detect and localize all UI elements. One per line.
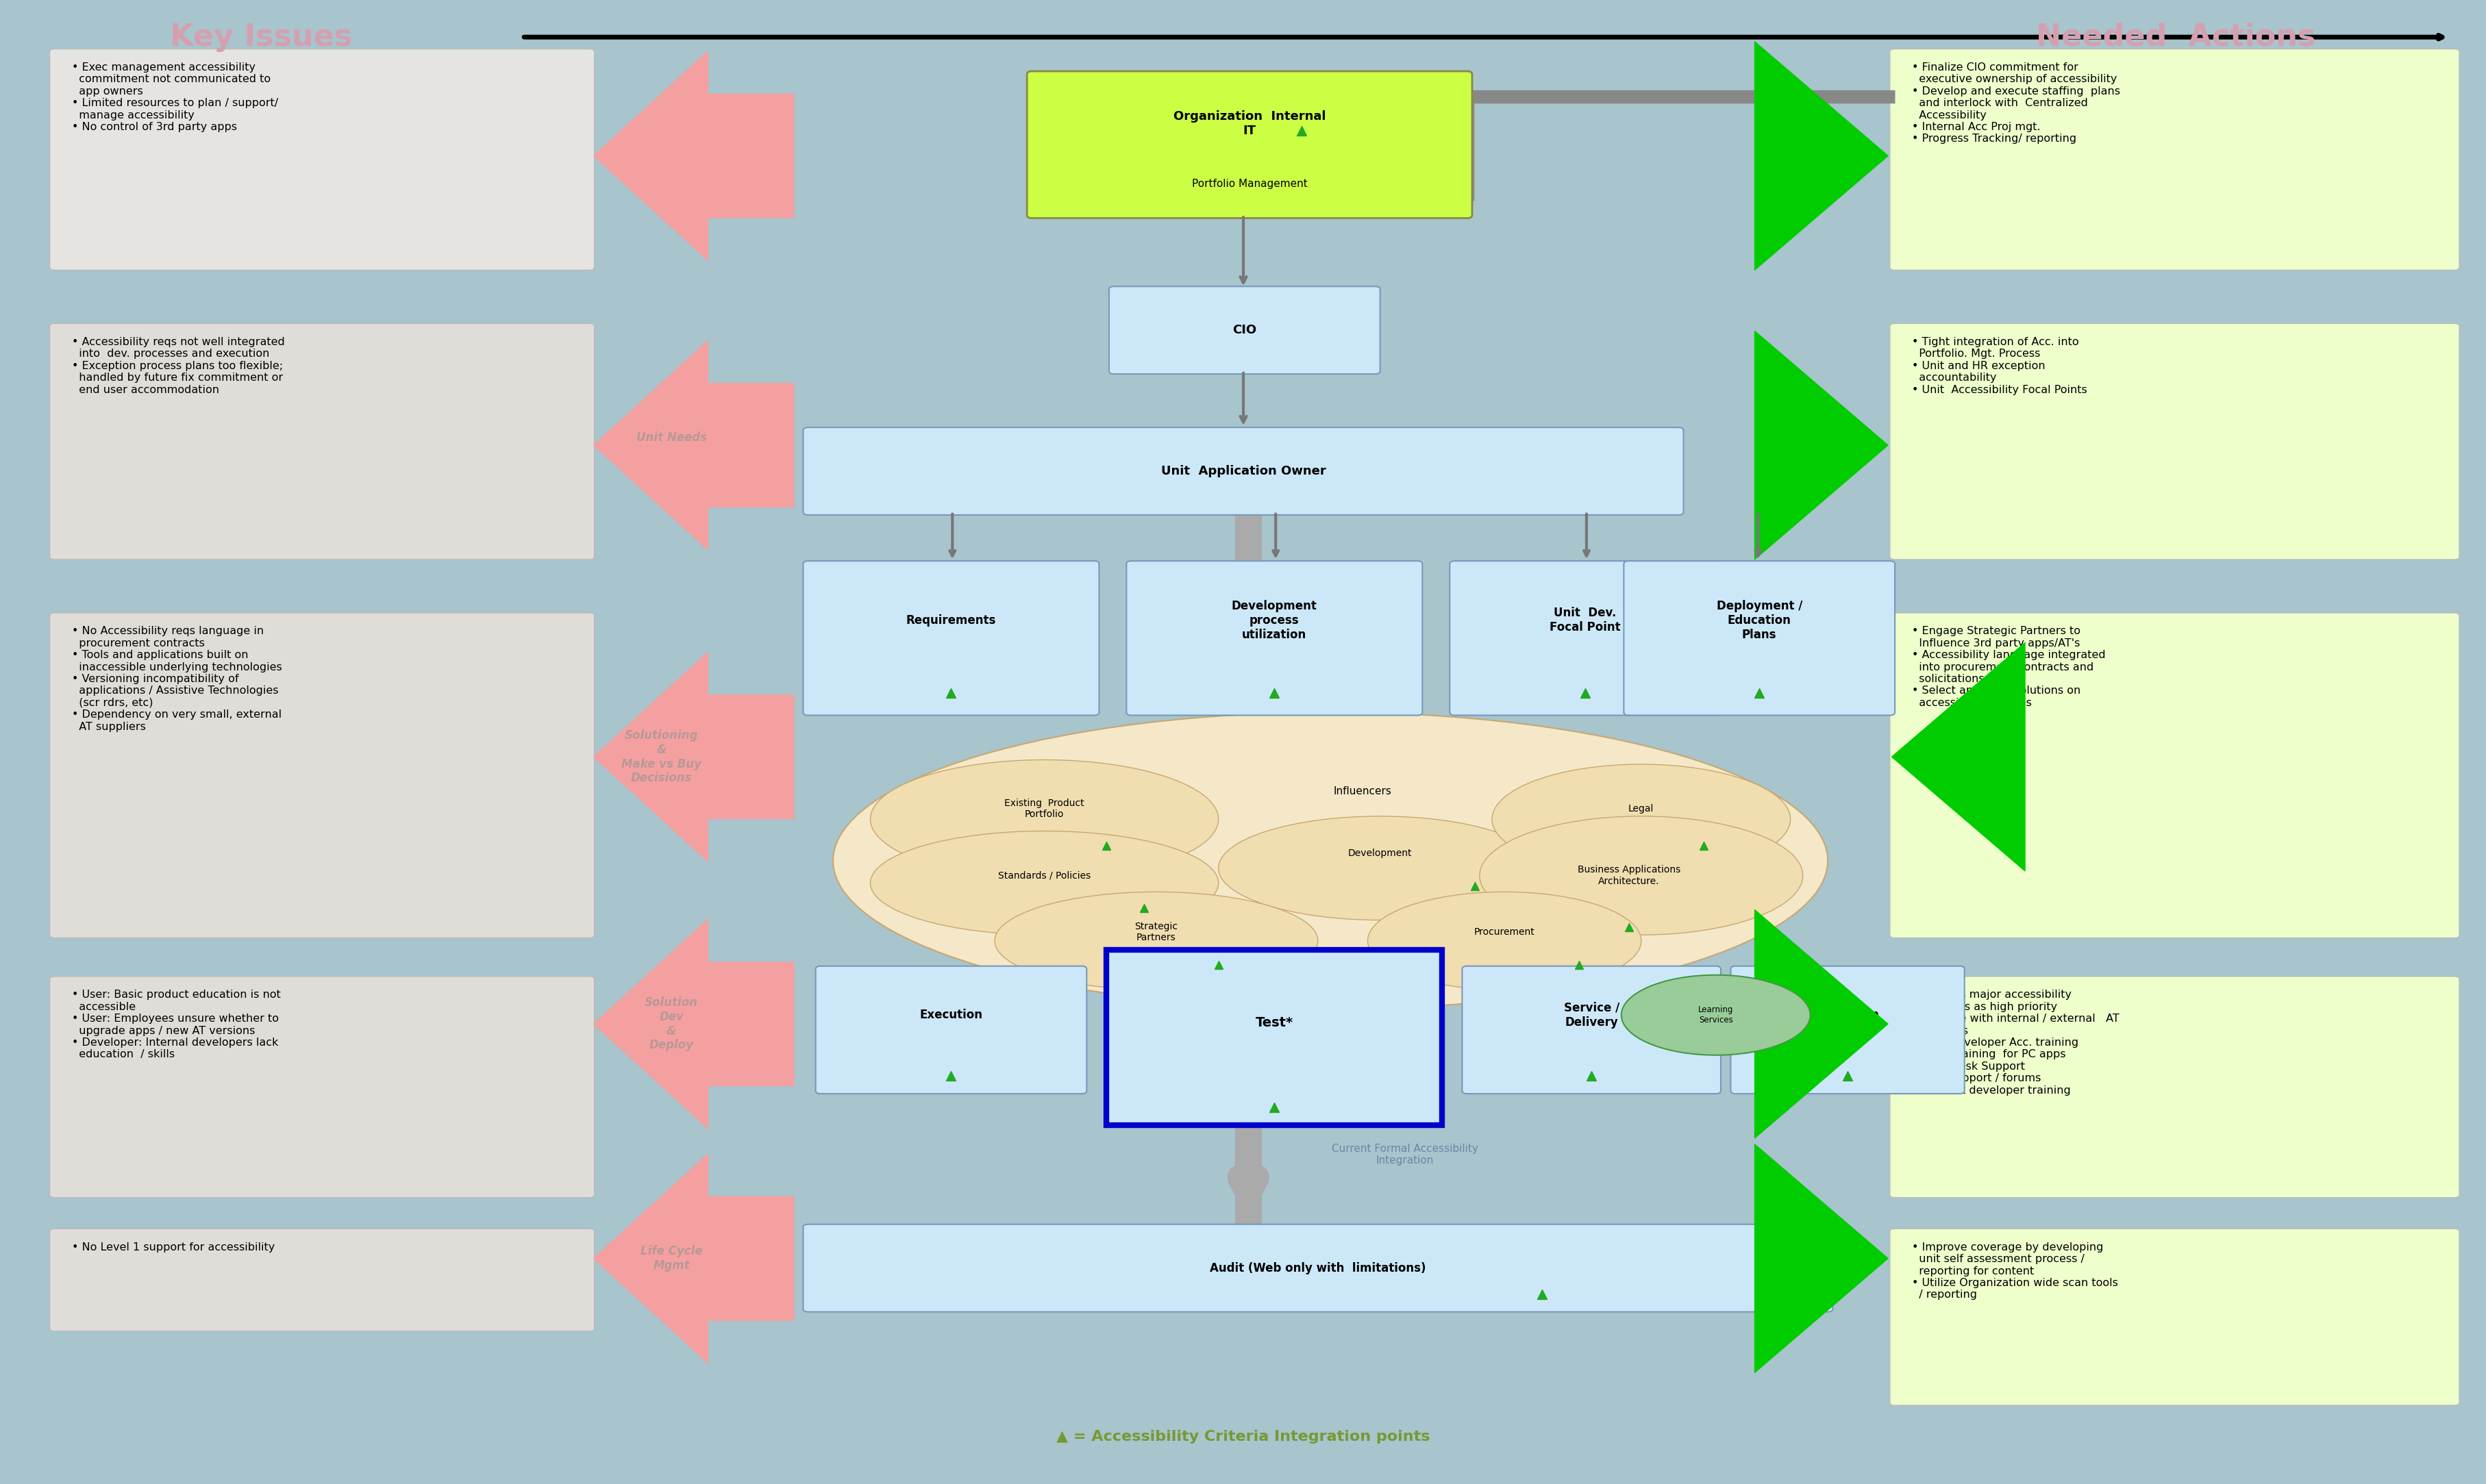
FancyBboxPatch shape <box>1730 966 1964 1094</box>
Text: Execution: Execution <box>920 1009 982 1021</box>
FancyBboxPatch shape <box>1889 324 2459 559</box>
FancyBboxPatch shape <box>1889 976 2459 1198</box>
Text: Test*: Test* <box>1255 1017 1293 1028</box>
Text: Audit (Web only with  limitations): Audit (Web only with limitations) <box>1211 1261 1424 1275</box>
FancyBboxPatch shape <box>1623 561 1894 715</box>
Text: Needed  Actions: Needed Actions <box>2036 22 2314 52</box>
Text: Deployment /
Education
Plans: Deployment / Education Plans <box>1715 600 1802 641</box>
Text: • Accessibility reqs not well integrated
  into  dev. processes and execution
• : • Accessibility reqs not well integrated… <box>72 337 286 395</box>
Ellipse shape <box>1479 816 1802 935</box>
Text: Organization  Internal
IT: Organization Internal IT <box>1173 110 1325 137</box>
FancyBboxPatch shape <box>1889 1229 2459 1405</box>
FancyBboxPatch shape <box>50 613 594 938</box>
Text: Procurement: Procurement <box>1474 928 1534 936</box>
FancyBboxPatch shape <box>50 49 594 270</box>
FancyBboxPatch shape <box>1109 286 1380 374</box>
Text: Strategic
Partners: Strategic Partners <box>1134 922 1178 942</box>
Text: Current Formal Accessibility
Integration: Current Formal Accessibility Integration <box>1332 1144 1477 1165</box>
Text: Unit  Application Owner: Unit Application Owner <box>1161 464 1325 478</box>
FancyBboxPatch shape <box>50 976 594 1198</box>
Text: • Tight integration of Acc. into
  Portfolio. Mgt. Process
• Unit and HR excepti: • Tight integration of Acc. into Portfol… <box>1912 337 2086 395</box>
Ellipse shape <box>994 892 1318 990</box>
Text: Education: Education <box>1815 1009 1879 1021</box>
Ellipse shape <box>870 831 1218 935</box>
Text: Key Issues: Key Issues <box>169 22 353 52</box>
Text: Life Cycle
Mgmt: Life Cycle Mgmt <box>641 1245 701 1272</box>
Text: Learning
Services: Learning Services <box>1698 1006 1733 1024</box>
Text: Existing  Product
Portfolio: Existing Product Portfolio <box>1004 798 1084 819</box>
Text: Unit Needs: Unit Needs <box>636 432 706 444</box>
Ellipse shape <box>1218 816 1541 920</box>
Text: • No Level 1 support for accessibility: • No Level 1 support for accessibility <box>72 1242 276 1252</box>
Text: Development: Development <box>1347 849 1412 858</box>
Text: ▲ = Accessibility Criteria Integration points: ▲ = Accessibility Criteria Integration p… <box>1057 1429 1429 1444</box>
FancyBboxPatch shape <box>50 324 594 559</box>
FancyBboxPatch shape <box>803 1224 1832 1312</box>
FancyBboxPatch shape <box>803 427 1683 515</box>
Text: Solutioning
&
Make vs Buy
Decisions: Solutioning & Make vs Buy Decisions <box>622 729 701 785</box>
Text: CIO: CIO <box>1233 324 1255 337</box>
Text: • Finalize CIO commitment for
  executive ownership of accessibility
• Develop a: • Finalize CIO commitment for executive … <box>1912 62 2121 144</box>
Text: • Engage Strategic Partners to
  Influence 3rd party apps/AT's
• Accessibility l: • Engage Strategic Partners to Influence… <box>1912 626 2106 708</box>
Text: Development
process
utilization: Development process utilization <box>1231 600 1318 641</box>
Ellipse shape <box>870 760 1218 879</box>
Ellipse shape <box>833 712 1827 1009</box>
Text: Influencers: Influencers <box>1332 787 1392 795</box>
Ellipse shape <box>1492 764 1790 874</box>
Text: Standards / Policies: Standards / Policies <box>997 871 1091 880</box>
FancyBboxPatch shape <box>803 561 1099 715</box>
Text: Requirements: Requirements <box>905 614 997 626</box>
FancyBboxPatch shape <box>1126 561 1422 715</box>
Ellipse shape <box>1367 892 1641 990</box>
FancyBboxPatch shape <box>1027 71 1472 218</box>
Text: • Exec management accessibility
  commitment not communicated to
  app owners
• : • Exec management accessibility commitme… <box>72 62 278 132</box>
Text: • User: Basic product education is not
  accessible
• User: Employees unsure whe: • User: Basic product education is not a… <box>72 990 281 1060</box>
FancyBboxPatch shape <box>1462 966 1720 1094</box>
Text: Legal: Legal <box>1628 804 1653 813</box>
FancyBboxPatch shape <box>815 966 1086 1094</box>
FancyBboxPatch shape <box>1889 613 2459 938</box>
FancyBboxPatch shape <box>50 1229 594 1331</box>
Text: Unit  Dev.
Focal Point: Unit Dev. Focal Point <box>1549 607 1621 634</box>
Text: • Address major accessibility
  problems as high priority
• Validate with intern: • Address major accessibility problems a… <box>1912 990 2118 1095</box>
Text: • Improve coverage by developing
  unit self assessment process /
  reporting fo: • Improve coverage by developing unit se… <box>1912 1242 2118 1300</box>
Text: Solution
Dev
&
Deploy: Solution Dev & Deploy <box>644 996 699 1052</box>
FancyBboxPatch shape <box>1889 49 2459 270</box>
FancyBboxPatch shape <box>1449 561 1720 715</box>
Ellipse shape <box>1621 975 1810 1055</box>
Text: Business Applications
Architecture.: Business Applications Architecture. <box>1576 865 1681 886</box>
Text: • No Accessibility reqs language in
  procurement contracts
• Tools and applicat: • No Accessibility reqs language in proc… <box>72 626 283 732</box>
Text: Portfolio Management: Portfolio Management <box>1191 180 1308 190</box>
Text: Service /
Delivery: Service / Delivery <box>1564 1002 1618 1028</box>
FancyBboxPatch shape <box>1106 950 1442 1125</box>
